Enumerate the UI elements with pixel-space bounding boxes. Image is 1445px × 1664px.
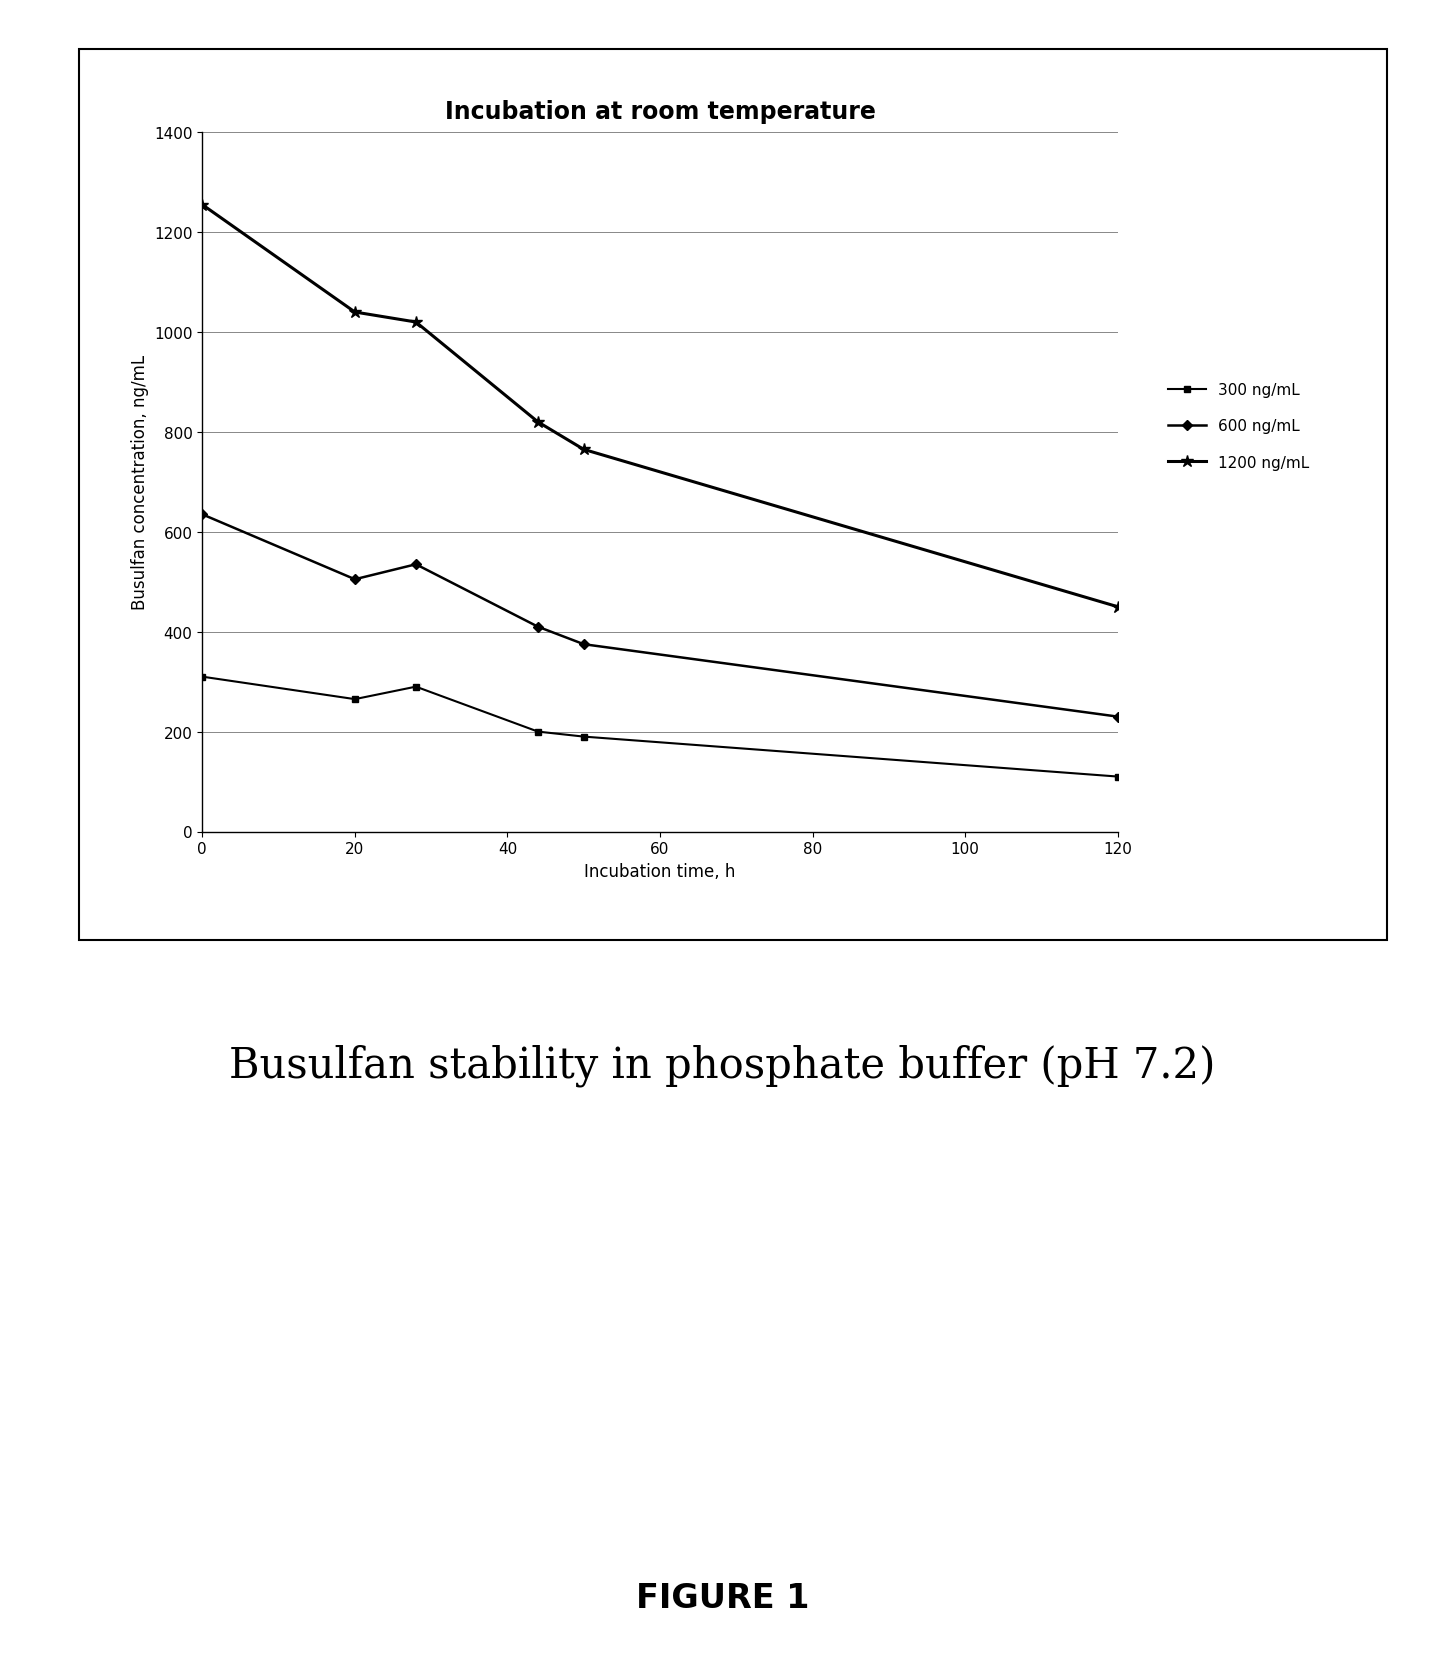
X-axis label: Incubation time, h: Incubation time, h [584,862,736,880]
Legend: 300 ng/mL, 600 ng/mL, 1200 ng/mL: 300 ng/mL, 600 ng/mL, 1200 ng/mL [1162,376,1316,476]
Text: Busulfan stability in phosphate buffer (pH 7.2): Busulfan stability in phosphate buffer (… [230,1043,1215,1087]
Title: Incubation at room temperature: Incubation at room temperature [445,100,876,125]
Text: FIGURE 1: FIGURE 1 [636,1581,809,1614]
Y-axis label: Busulfan concentration, ng/mL: Busulfan concentration, ng/mL [130,354,149,611]
